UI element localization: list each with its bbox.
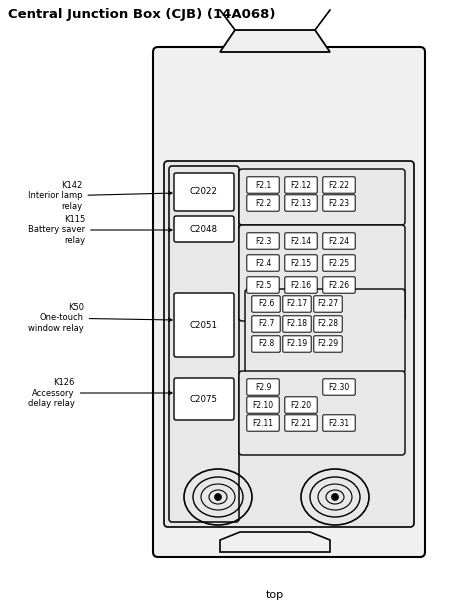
Text: F2.13: F2.13	[290, 198, 311, 208]
Text: F2.31: F2.31	[328, 419, 350, 427]
Text: F2.1: F2.1	[255, 181, 271, 190]
FancyBboxPatch shape	[285, 255, 317, 271]
FancyBboxPatch shape	[239, 225, 405, 321]
Text: F2.22: F2.22	[328, 181, 350, 190]
FancyBboxPatch shape	[323, 379, 355, 395]
FancyBboxPatch shape	[323, 255, 355, 271]
FancyBboxPatch shape	[247, 379, 279, 395]
FancyBboxPatch shape	[153, 47, 425, 557]
FancyBboxPatch shape	[174, 173, 234, 211]
Text: F2.2: F2.2	[255, 198, 271, 208]
Text: F2.15: F2.15	[290, 258, 311, 268]
FancyBboxPatch shape	[314, 296, 342, 312]
Text: F2.12: F2.12	[291, 181, 311, 190]
FancyBboxPatch shape	[252, 336, 280, 352]
FancyBboxPatch shape	[247, 177, 279, 193]
Text: C2051: C2051	[190, 321, 218, 330]
Text: F2.5: F2.5	[255, 281, 271, 289]
FancyBboxPatch shape	[252, 316, 280, 332]
Text: K126
Accessory
delay relay: K126 Accessory delay relay	[28, 378, 172, 408]
Text: F2.25: F2.25	[328, 258, 350, 268]
FancyBboxPatch shape	[174, 293, 234, 357]
Text: F2.18: F2.18	[287, 319, 307, 328]
FancyBboxPatch shape	[285, 415, 317, 431]
Text: F2.23: F2.23	[328, 198, 350, 208]
Polygon shape	[220, 30, 330, 52]
FancyBboxPatch shape	[314, 316, 342, 332]
Text: F2.6: F2.6	[258, 300, 274, 308]
FancyBboxPatch shape	[283, 296, 311, 312]
Text: C2022: C2022	[190, 187, 218, 196]
Text: F2.29: F2.29	[317, 340, 338, 349]
Text: Central Junction Box (CJB) (14A068): Central Junction Box (CJB) (14A068)	[8, 8, 275, 21]
FancyBboxPatch shape	[247, 233, 279, 249]
Text: F2.28: F2.28	[318, 319, 338, 328]
Text: F2.30: F2.30	[328, 383, 350, 392]
FancyBboxPatch shape	[323, 415, 355, 431]
Text: F2.19: F2.19	[287, 340, 307, 349]
FancyBboxPatch shape	[239, 169, 405, 225]
Text: F2.21: F2.21	[291, 419, 311, 427]
FancyBboxPatch shape	[283, 336, 311, 352]
Text: F2.20: F2.20	[290, 400, 311, 410]
FancyBboxPatch shape	[245, 289, 405, 373]
FancyBboxPatch shape	[285, 277, 317, 293]
Text: F2.24: F2.24	[328, 236, 350, 246]
FancyBboxPatch shape	[247, 415, 279, 431]
FancyBboxPatch shape	[285, 177, 317, 193]
FancyBboxPatch shape	[169, 166, 239, 522]
FancyBboxPatch shape	[283, 316, 311, 332]
Text: C2075: C2075	[190, 395, 218, 403]
Text: K50
One-touch
window relay: K50 One-touch window relay	[28, 303, 172, 333]
FancyBboxPatch shape	[174, 378, 234, 420]
Text: F2.10: F2.10	[252, 400, 274, 410]
Text: F2.4: F2.4	[255, 258, 271, 268]
Text: F2.14: F2.14	[290, 236, 311, 246]
Text: F2.17: F2.17	[287, 300, 307, 308]
FancyBboxPatch shape	[323, 177, 355, 193]
FancyBboxPatch shape	[174, 216, 234, 242]
Text: top: top	[266, 590, 284, 600]
FancyBboxPatch shape	[247, 255, 279, 271]
FancyBboxPatch shape	[285, 195, 317, 211]
FancyBboxPatch shape	[164, 161, 414, 527]
Circle shape	[215, 494, 221, 500]
FancyBboxPatch shape	[314, 336, 342, 352]
Text: K142
Interior lamp
relay: K142 Interior lamp relay	[28, 181, 172, 211]
Text: C2048: C2048	[190, 225, 218, 233]
FancyBboxPatch shape	[323, 277, 355, 293]
FancyBboxPatch shape	[285, 233, 317, 249]
FancyBboxPatch shape	[239, 371, 405, 455]
FancyBboxPatch shape	[323, 195, 355, 211]
Text: F2.8: F2.8	[258, 340, 274, 349]
FancyBboxPatch shape	[323, 233, 355, 249]
FancyBboxPatch shape	[285, 397, 317, 413]
Text: F2.16: F2.16	[290, 281, 311, 289]
Text: F2.27: F2.27	[317, 300, 338, 308]
FancyBboxPatch shape	[252, 296, 280, 312]
Text: F2.26: F2.26	[328, 281, 350, 289]
FancyBboxPatch shape	[247, 195, 279, 211]
Text: F2.11: F2.11	[252, 419, 274, 427]
Text: K115
Battery saver
relay: K115 Battery saver relay	[28, 215, 172, 245]
Text: F2.7: F2.7	[258, 319, 274, 328]
Text: F2.9: F2.9	[255, 383, 271, 392]
Text: F2.3: F2.3	[255, 236, 271, 246]
FancyBboxPatch shape	[247, 277, 279, 293]
Polygon shape	[220, 532, 330, 552]
Circle shape	[332, 494, 338, 500]
FancyBboxPatch shape	[247, 397, 279, 413]
